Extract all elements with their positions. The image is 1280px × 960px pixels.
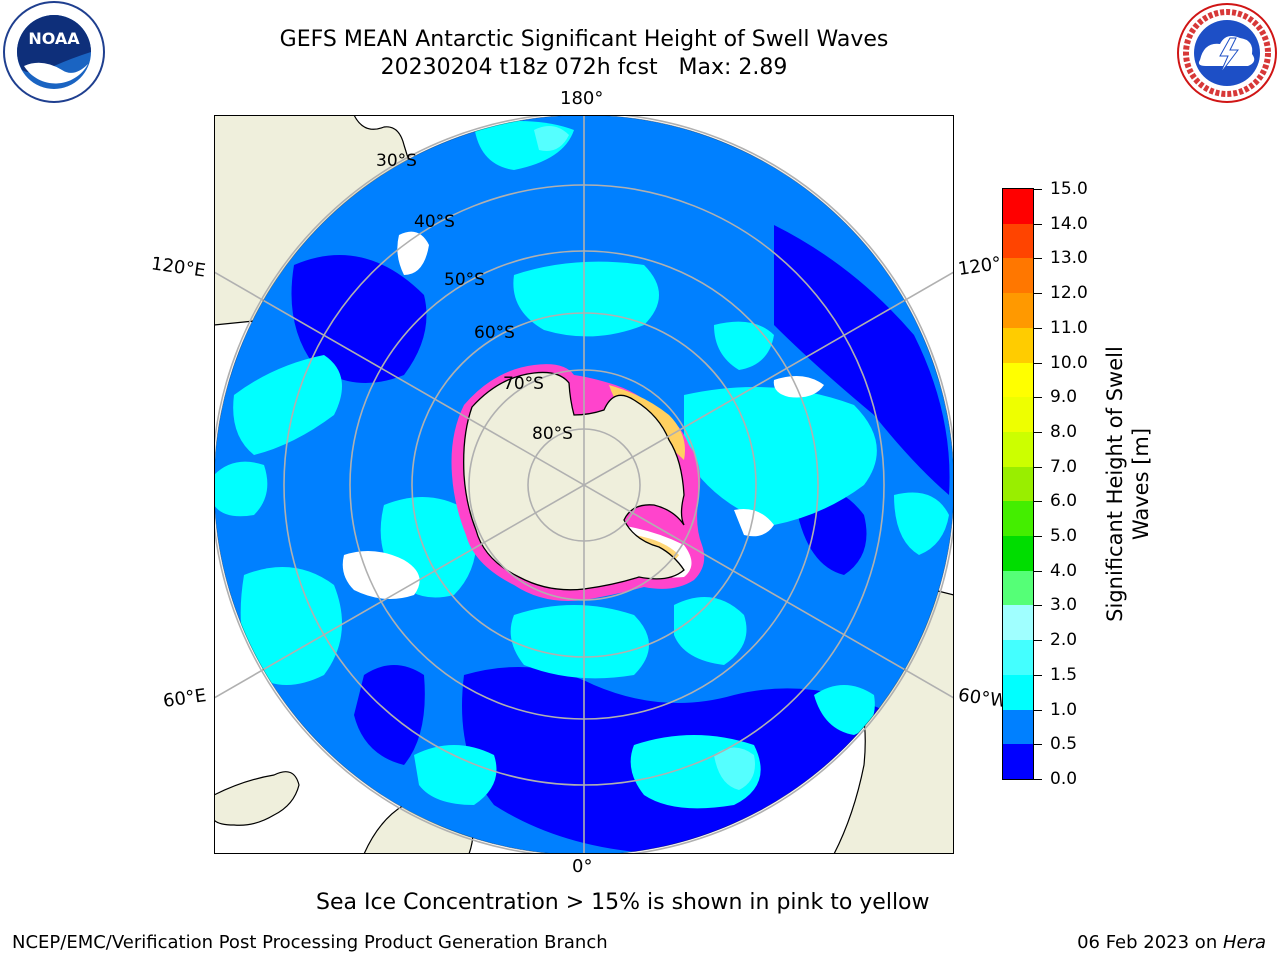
swell-height-field [214,115,954,854]
lat-label-80s: 80°S [532,424,573,444]
colorbar-segment-15 [1003,223,1033,259]
polar-map [214,115,954,854]
colorbar-label-line-1: Significant Height of Swell [1103,346,1127,622]
antarctica [451,364,705,601]
colorbar-segment-2 [1003,674,1033,710]
credit-right: 06 Feb 2023 on Hera [1077,932,1266,953]
colorbar-segment-6 [1003,536,1033,571]
credit-date: 06 Feb 2023 on [1077,932,1223,953]
colorbar-segment-16 [1003,189,1033,224]
colorbar-tick-label: 8.0 [1034,422,1077,442]
colorbar-tick-label: 4.0 [1034,561,1077,581]
colorbar-tick-label: 6.0 [1034,491,1077,511]
colorbar-tick-label: 0.5 [1034,734,1077,754]
colorbar-tick-label: 7.0 [1034,457,1077,477]
colorbar-segment-0 [1003,744,1033,779]
colorbar-segment-1 [1003,709,1033,745]
noaa-logo: NOAA [2,0,106,104]
colorbar-tick-label: 14.0 [1034,214,1088,234]
colorbar-tick-label: 2.0 [1034,630,1077,650]
colorbar-tick-label: 12.0 [1034,283,1088,303]
colorbar-tick-label: 0.0 [1034,769,1077,789]
lat-label-60s: 60°S [474,323,515,343]
colorbar-tick-label: 9.0 [1034,387,1077,407]
colorbar [1002,188,1034,780]
colorbar-tick-label: 11.0 [1034,318,1088,338]
colorbar-tick-label: 3.0 [1034,595,1077,615]
colorbar-segment-10 [1003,397,1033,432]
colorbar-segment-5 [1003,570,1033,606]
lon-label-120w: 120° [956,253,1003,280]
colorbar-segment-11 [1003,362,1033,398]
lon-label-120e: 120°E [149,253,207,282]
chart-title: GEFS MEAN Antarctic Significant Height o… [214,26,954,82]
graticule [214,115,954,854]
credit-left: NCEP/EMC/Verification Post Processing Pr… [12,932,608,953]
colorbar-segment-8 [1003,466,1033,502]
colorbar-segment-4 [1003,605,1033,641]
lat-label-40s: 40°S [414,212,455,232]
svg-text:NOAA: NOAA [28,29,80,48]
colorbar-tick-label: 13.0 [1034,248,1088,268]
colorbar-segment-7 [1003,501,1033,537]
colorbar-tick-label: 1.0 [1034,700,1077,720]
colorbar-tick-label: 5.0 [1034,526,1077,546]
colorbar-segment-3 [1003,640,1033,675]
colorbar-segment-9 [1003,431,1033,467]
colorbar-segment-12 [1003,327,1033,363]
map-svg [214,115,954,854]
colorbar-label-line-2: Waves [m] [1129,427,1153,541]
nws-logo [1176,2,1278,104]
colorbar-tick-label: 10.0 [1034,353,1088,373]
lat-label-50s: 50°S [444,270,485,290]
sea-ice-note: Sea Ice Concentration > 15% is shown in … [316,890,930,915]
lon-label-180: 180° [560,88,604,109]
title-line-2: 20230204 t18z 072h fcst Max: 2.89 [380,55,788,80]
title-line-1: GEFS MEAN Antarctic Significant Height o… [279,27,889,52]
credit-host: Hera [1222,932,1266,953]
lat-label-30s: 30°S [376,151,417,171]
colorbar-label: Significant Height of Swell Waves [m] [1102,324,1154,644]
colorbar-tick-label: 15.0 [1034,179,1088,199]
colorbar-segment-13 [1003,293,1033,328]
lon-label-0: 0° [572,856,593,877]
lon-label-60e: 60°E [161,685,208,712]
colorbar-segment-14 [1003,258,1033,294]
colorbar-tick-label: 1.5 [1034,665,1077,685]
lat-label-70s: 70°S [503,374,544,394]
